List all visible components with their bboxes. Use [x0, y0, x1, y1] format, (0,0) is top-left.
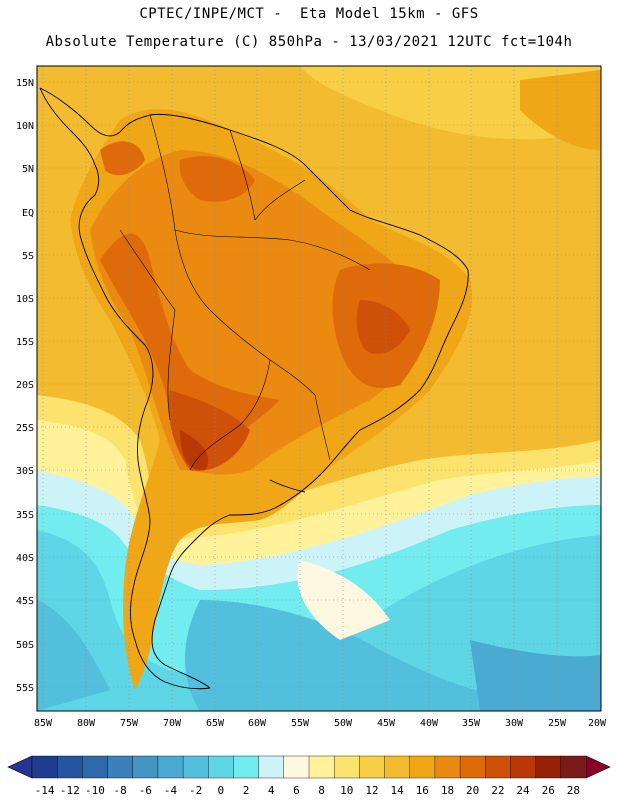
latitude-labels: 15N 10N 5N EQ 5S 10S 15S 20S 25S 30S 35S… — [16, 78, 34, 694]
lon-label: 45W — [377, 718, 396, 729]
lat-label: 50S — [16, 640, 34, 651]
lon-label: 65W — [206, 718, 225, 729]
colorbar-label: -8 — [114, 784, 127, 797]
colorbar-cell — [434, 755, 461, 779]
lon-label: 80W — [77, 718, 96, 729]
temperature-field — [37, 66, 601, 711]
colorbar-cell — [233, 755, 260, 779]
colorbar-cell — [409, 755, 436, 779]
lon-label: 35W — [462, 718, 481, 729]
colorbar-label: 0 — [218, 784, 225, 797]
colorbar-cell — [258, 755, 285, 779]
colorbar-cell — [333, 755, 360, 779]
lon-label: 70W — [163, 718, 182, 729]
colorbar-low-arrow — [7, 755, 33, 779]
lat-label: 30S — [16, 466, 34, 477]
lat-label: 55S — [16, 683, 34, 694]
colorbar-label: -14 — [35, 784, 55, 797]
colorbar-high-arrow — [585, 755, 611, 779]
coastlines — [39, 87, 469, 690]
colorbar-cell — [157, 755, 184, 779]
colorbar-label: 8 — [318, 784, 325, 797]
lat-label: 35S — [16, 510, 34, 521]
lon-label: 40W — [420, 718, 439, 729]
colorbar-cell — [31, 755, 58, 779]
lon-label: 30W — [505, 718, 524, 729]
lat-label: 10S — [16, 294, 34, 305]
colorbar-cell — [56, 755, 83, 779]
chart-title: CPTEC/INPE/MCT - Eta Model 15km - GFS — [139, 6, 479, 22]
lon-label: 25W — [548, 718, 567, 729]
colorbar-cell — [459, 755, 486, 779]
colorbar-label: -4 — [164, 784, 178, 797]
country-borders — [119, 114, 371, 471]
lon-label: 60W — [248, 718, 267, 729]
colorbar-label: 14 — [391, 784, 405, 797]
colorbar-label: 6 — [293, 784, 300, 797]
colorbar-label: 18 — [441, 784, 454, 797]
colorbar-label: 26 — [542, 784, 555, 797]
colorbar-cell — [283, 755, 310, 779]
colorbar-label: 10 — [340, 784, 353, 797]
colorbar-label: -12 — [60, 784, 80, 797]
lat-label: 5N — [22, 164, 34, 175]
colorbar-label: -6 — [139, 784, 152, 797]
lat-label: 20S — [16, 380, 34, 391]
colorbar-label: 24 — [516, 784, 530, 797]
colorbar: -14 -12 -10 -8 -6 -4 -2 0 2 4 6 8 10 12 14 16 18 20 22 24 26… — [7, 755, 611, 797]
lat-label: 40S — [16, 553, 34, 564]
colorbar-cell — [82, 755, 109, 779]
lat-label: EQ — [22, 208, 34, 219]
colorbar-label: 22 — [491, 784, 504, 797]
colorbar-label: -2 — [189, 784, 202, 797]
longitude-labels: 85W 80W 75W 70W 65W 60W 55W 50W 45W 40W … — [34, 718, 607, 729]
colorbar-label: 20 — [466, 784, 479, 797]
colorbar-label: 4 — [268, 784, 275, 797]
colorbar-label: 16 — [416, 784, 429, 797]
lat-label: 25S — [16, 423, 34, 434]
colorbar-cell — [560, 755, 587, 779]
colorbar-label: 12 — [365, 784, 378, 797]
colorbar-cell — [485, 755, 511, 779]
colorbar-cell — [182, 755, 209, 779]
lon-label: 85W — [34, 718, 53, 729]
colorbar-label: 28 — [567, 784, 580, 797]
colorbar-label: 2 — [243, 784, 250, 797]
lon-label: 75W — [120, 718, 139, 729]
lon-label: 50W — [334, 718, 353, 729]
lat-label: 15S — [16, 337, 34, 348]
colorbar-cell — [107, 755, 134, 779]
lat-label: 5S — [22, 251, 34, 262]
lon-label: 20W — [588, 718, 607, 729]
colorbar-cell — [535, 755, 562, 779]
colorbar-cell — [510, 755, 537, 779]
colorbar-cell — [359, 755, 386, 779]
colorbar-cell — [384, 755, 411, 779]
lat-label: 10N — [16, 121, 34, 132]
chart-subtitle: Absolute Temperature (C) 850hPa - 13/03/… — [45, 34, 573, 50]
lat-label: 45S — [16, 596, 34, 607]
map-frame — [36, 65, 602, 712]
lon-label: 55W — [291, 718, 310, 729]
lat-label: 15N — [16, 78, 34, 89]
colorbar-label: -10 — [85, 784, 105, 797]
colorbar-cell — [132, 755, 159, 779]
colorbar-cell — [308, 755, 335, 779]
colorbar-cell — [208, 755, 234, 779]
